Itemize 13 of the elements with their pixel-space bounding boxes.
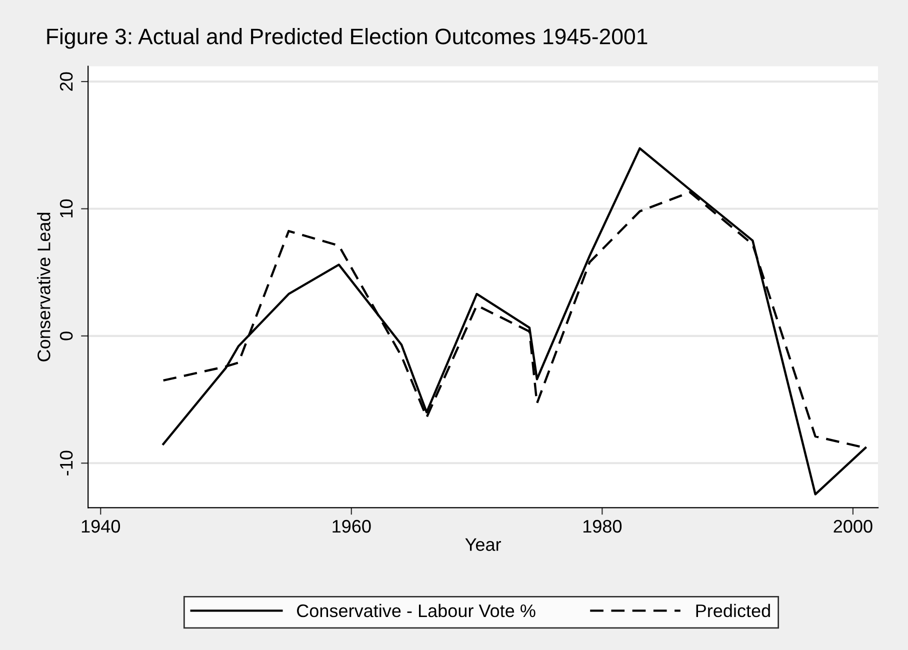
- x-tick-label: 1980: [583, 520, 622, 533]
- x-tick-label: 1960: [332, 520, 371, 533]
- text: Predicted: [696, 604, 770, 618]
- chart-title: Figure 3: Actual and Predicted Election Outcomes 1945-2001: [47, 28, 648, 49]
- x-tick-label: 1940: [82, 520, 120, 533]
- y-tick-label: -10: [60, 450, 73, 476]
- y-tick-label: 10: [60, 199, 73, 218]
- legend-label: Conservative - Labour Vote %: [297, 604, 536, 618]
- y-tick-label: 0: [60, 332, 73, 340]
- x-axis-title: Year: [465, 538, 502, 551]
- x-tick-label: 2000: [834, 520, 872, 533]
- y-axis-title: Conservative Lead: [37, 212, 50, 362]
- y-tick-label: 20: [60, 72, 73, 91]
